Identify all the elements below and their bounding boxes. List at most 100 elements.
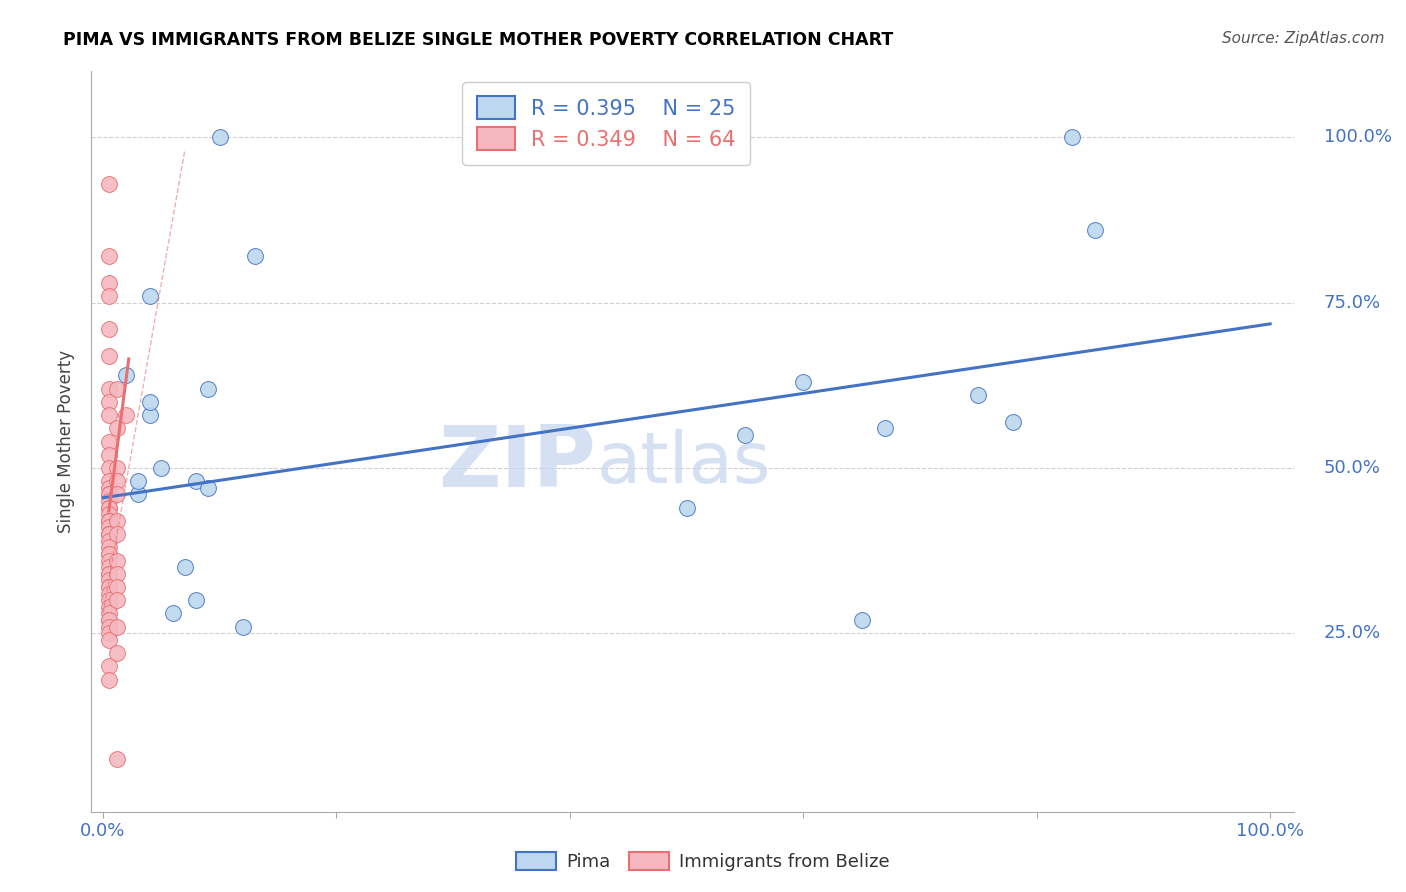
Point <box>97 487 120 501</box>
Text: 25.0%: 25.0% <box>1323 624 1381 642</box>
Point <box>105 620 128 634</box>
Point <box>97 593 120 607</box>
Point <box>97 527 120 541</box>
Point <box>97 527 120 541</box>
Point <box>186 474 208 488</box>
Point <box>115 368 138 383</box>
Point <box>97 481 120 495</box>
Point <box>97 599 120 614</box>
Point <box>105 514 128 528</box>
Point <box>105 487 128 501</box>
Point <box>97 514 120 528</box>
Point <box>105 553 128 567</box>
Point <box>873 421 896 435</box>
Point <box>97 514 120 528</box>
Point <box>97 574 120 588</box>
Point <box>197 382 219 396</box>
Point <box>97 461 120 475</box>
Point <box>243 250 266 264</box>
Legend: Pima, Immigrants from Belize: Pima, Immigrants from Belize <box>509 845 897 879</box>
Point <box>97 349 120 363</box>
Point <box>105 461 128 475</box>
Point <box>97 533 120 548</box>
Point <box>105 580 128 594</box>
Point <box>105 566 128 581</box>
Point <box>97 607 120 621</box>
Point <box>162 607 184 621</box>
Point <box>97 566 120 581</box>
Point <box>97 553 120 567</box>
Point <box>967 388 990 402</box>
Point <box>97 276 120 290</box>
Point <box>97 613 120 627</box>
Point <box>97 586 120 600</box>
Text: PIMA VS IMMIGRANTS FROM BELIZE SINGLE MOTHER POVERTY CORRELATION CHART: PIMA VS IMMIGRANTS FROM BELIZE SINGLE MO… <box>63 31 894 49</box>
Text: 100.0%: 100.0% <box>1323 128 1392 146</box>
Point <box>105 646 128 660</box>
Point <box>97 520 120 534</box>
Point <box>851 613 873 627</box>
Text: 75.0%: 75.0% <box>1323 293 1381 311</box>
Point <box>232 620 254 634</box>
Point <box>97 527 120 541</box>
Point <box>139 408 162 422</box>
Point <box>97 395 120 409</box>
Point <box>97 632 120 647</box>
Point <box>105 421 128 435</box>
Point <box>115 408 138 422</box>
Point <box>139 289 162 303</box>
Point <box>97 474 120 488</box>
Point <box>97 541 120 555</box>
Point <box>97 500 120 515</box>
Point <box>1084 223 1107 237</box>
Point <box>105 382 128 396</box>
Point <box>105 527 128 541</box>
Point <box>150 461 173 475</box>
Legend: R = 0.395    N = 25, R = 0.349    N = 64: R = 0.395 N = 25, R = 0.349 N = 64 <box>463 82 751 165</box>
Point <box>105 474 128 488</box>
Point <box>97 434 120 449</box>
Point <box>734 428 756 442</box>
Point <box>97 613 120 627</box>
Point <box>127 487 149 501</box>
Point <box>97 580 120 594</box>
Point <box>173 560 195 574</box>
Point <box>792 375 814 389</box>
Point <box>675 500 697 515</box>
Point <box>97 322 120 336</box>
Text: 50.0%: 50.0% <box>1323 459 1381 477</box>
Point <box>208 130 231 145</box>
Point <box>97 177 120 191</box>
Point <box>139 395 162 409</box>
Point <box>97 500 120 515</box>
Point <box>97 494 120 508</box>
Point <box>97 487 120 501</box>
Point <box>97 560 120 574</box>
Point <box>97 673 120 687</box>
Point <box>1002 415 1025 429</box>
Y-axis label: Single Mother Poverty: Single Mother Poverty <box>58 350 76 533</box>
Point <box>1060 130 1083 145</box>
Point <box>197 481 219 495</box>
Point <box>97 620 120 634</box>
Point <box>186 593 208 607</box>
Point <box>97 626 120 640</box>
Point <box>105 593 128 607</box>
Point <box>97 448 120 462</box>
Point <box>127 474 149 488</box>
Point <box>97 580 120 594</box>
Text: Source: ZipAtlas.com: Source: ZipAtlas.com <box>1222 31 1385 46</box>
Point <box>97 250 120 264</box>
Point <box>97 566 120 581</box>
Text: atlas: atlas <box>596 429 770 499</box>
Point <box>97 547 120 561</box>
Point <box>97 508 120 522</box>
Point <box>97 547 120 561</box>
Point <box>97 659 120 673</box>
Point <box>97 408 120 422</box>
Point <box>97 289 120 303</box>
Text: ZIP: ZIP <box>439 422 596 505</box>
Point <box>97 514 120 528</box>
Point <box>105 752 128 766</box>
Point <box>97 382 120 396</box>
